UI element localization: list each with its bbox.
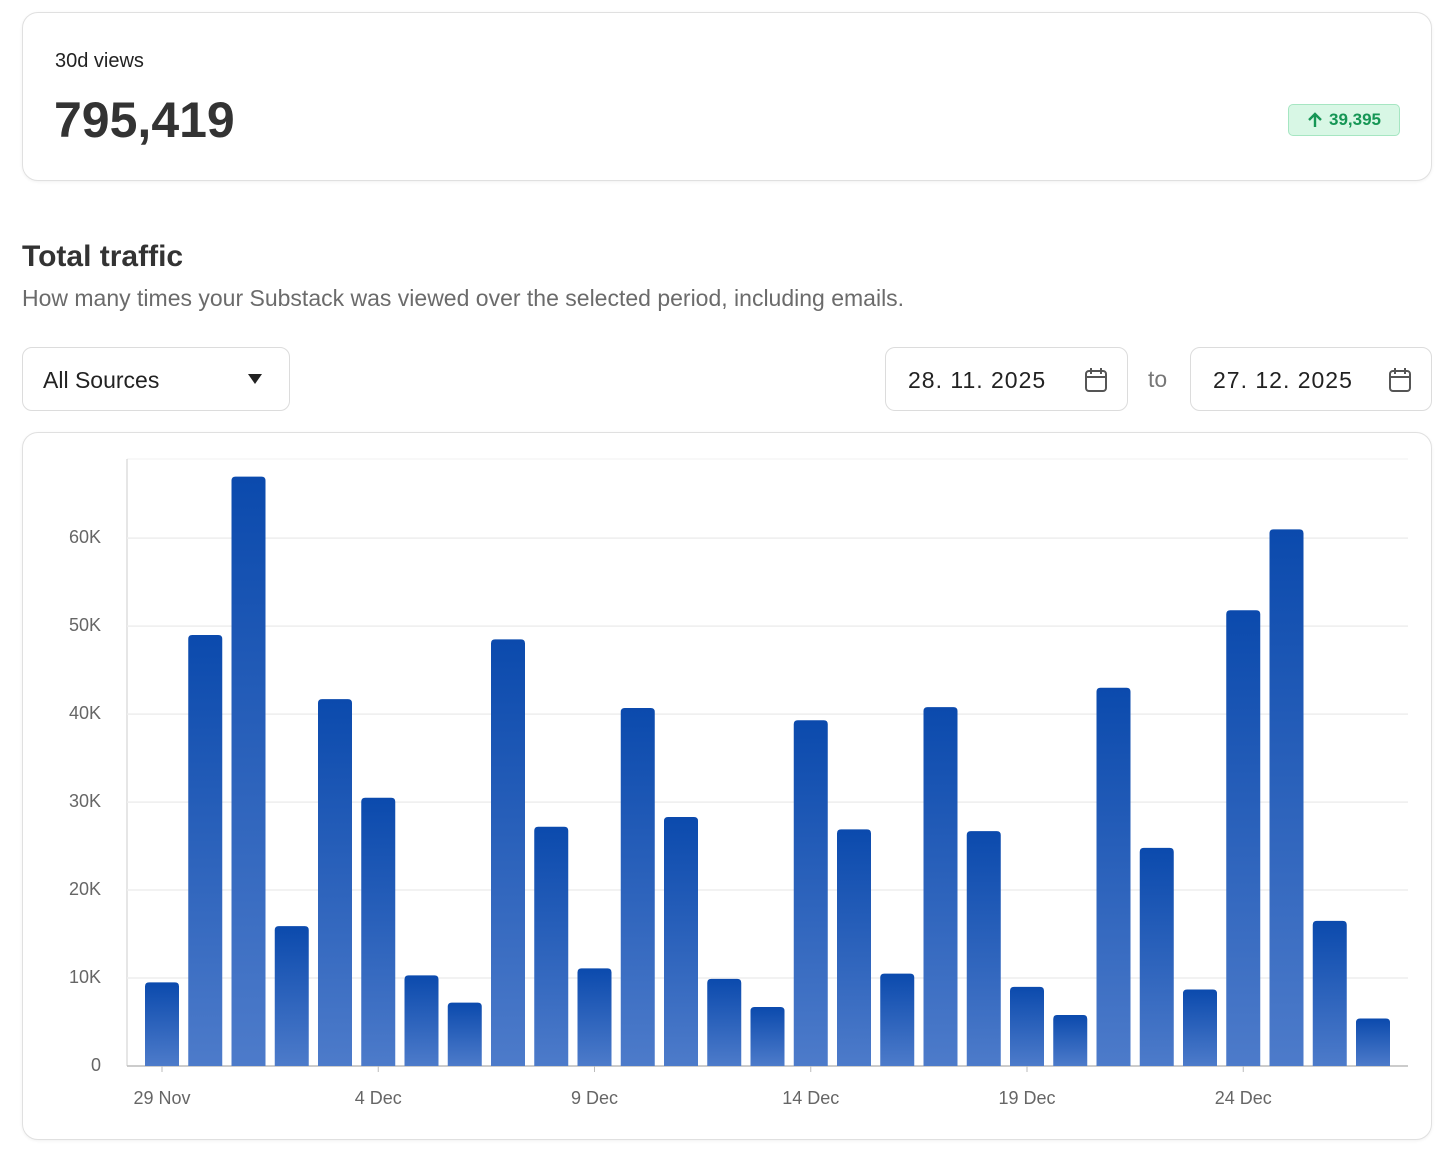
calendar-icon bbox=[1085, 368, 1107, 392]
y-tick-label: 0 bbox=[91, 1055, 101, 1075]
x-tick-label: 24 Dec bbox=[1215, 1088, 1272, 1108]
bar bbox=[361, 797, 396, 1066]
bar bbox=[1096, 687, 1131, 1066]
y-tick-label: 60K bbox=[69, 527, 101, 547]
bar bbox=[1010, 986, 1044, 1066]
stats-card: 30d views 795,419 39,395 bbox=[22, 12, 1432, 181]
bar bbox=[534, 826, 569, 1066]
bar bbox=[750, 1007, 785, 1066]
y-tick-label: 40K bbox=[69, 703, 101, 723]
section-subtitle: How many times your Substack was viewed … bbox=[22, 285, 905, 311]
bar bbox=[1139, 847, 1174, 1066]
chart-card: 0 10K 20K 30K 40K 50K 60K 29 Nov 4 Dec 9 Dec 14 De… bbox=[22, 432, 1432, 1140]
x-tick-label: 9 Dec bbox=[571, 1088, 618, 1108]
bar bbox=[318, 699, 352, 1066]
y-tick-label: 30K bbox=[69, 791, 101, 811]
bar bbox=[837, 829, 871, 1066]
bar bbox=[793, 720, 828, 1066]
date-text: 28. 11. 2025 bbox=[908, 367, 1047, 393]
bar bbox=[1053, 1014, 1088, 1066]
chart: 0 10K 20K 30K 40K 50K 60K 29 Nov 4 Dec 9 Dec 14 De… bbox=[69, 458, 1408, 1108]
dropdown-text: All Sources bbox=[43, 367, 160, 393]
to-label: to bbox=[1148, 366, 1168, 392]
date-from[interactable]: 28. 11. 2025 bbox=[885, 347, 1128, 411]
y-tick-label: 50K bbox=[69, 615, 101, 635]
bar bbox=[923, 707, 958, 1066]
stat-label: 30d views bbox=[55, 50, 144, 72]
date-to[interactable]: 27. 12. 2025 bbox=[1190, 347, 1432, 411]
bar bbox=[880, 973, 915, 1066]
bar bbox=[1183, 989, 1217, 1066]
change-badge: 39,395 bbox=[1288, 104, 1400, 136]
stat-value: 795,419 bbox=[54, 92, 235, 148]
up-arrow bbox=[1308, 112, 1322, 127]
bar bbox=[1269, 529, 1304, 1066]
y-tick-label: 10K bbox=[69, 967, 101, 987]
bar bbox=[664, 817, 698, 1066]
change-value: 39,395 bbox=[1329, 110, 1381, 129]
x-tick-label: 29 Nov bbox=[133, 1088, 190, 1108]
bar bbox=[577, 968, 612, 1066]
bar bbox=[966, 831, 1001, 1066]
bar bbox=[1356, 1018, 1390, 1066]
dropdown-caret bbox=[248, 374, 262, 384]
x-tick-label: 19 Dec bbox=[998, 1088, 1055, 1108]
bar bbox=[1312, 920, 1347, 1066]
section-title: Total traffic bbox=[22, 240, 184, 273]
source-dropdown[interactable]: All Sources bbox=[22, 347, 290, 411]
bar bbox=[404, 975, 439, 1066]
calendar-icon bbox=[1389, 368, 1411, 392]
bar bbox=[145, 982, 179, 1066]
y-tick-label: 20K bbox=[69, 879, 101, 899]
bar bbox=[707, 978, 742, 1066]
bar bbox=[1226, 610, 1261, 1066]
bar bbox=[188, 634, 223, 1066]
bar bbox=[231, 476, 266, 1066]
bar bbox=[620, 707, 655, 1066]
bar bbox=[491, 639, 525, 1066]
x-tick-label: 4 Dec bbox=[355, 1088, 402, 1108]
date-text: 27. 12. 2025 bbox=[1213, 367, 1353, 393]
bar bbox=[447, 1002, 482, 1066]
x-tick-label: 14 Dec bbox=[782, 1088, 839, 1108]
bar bbox=[274, 926, 309, 1066]
